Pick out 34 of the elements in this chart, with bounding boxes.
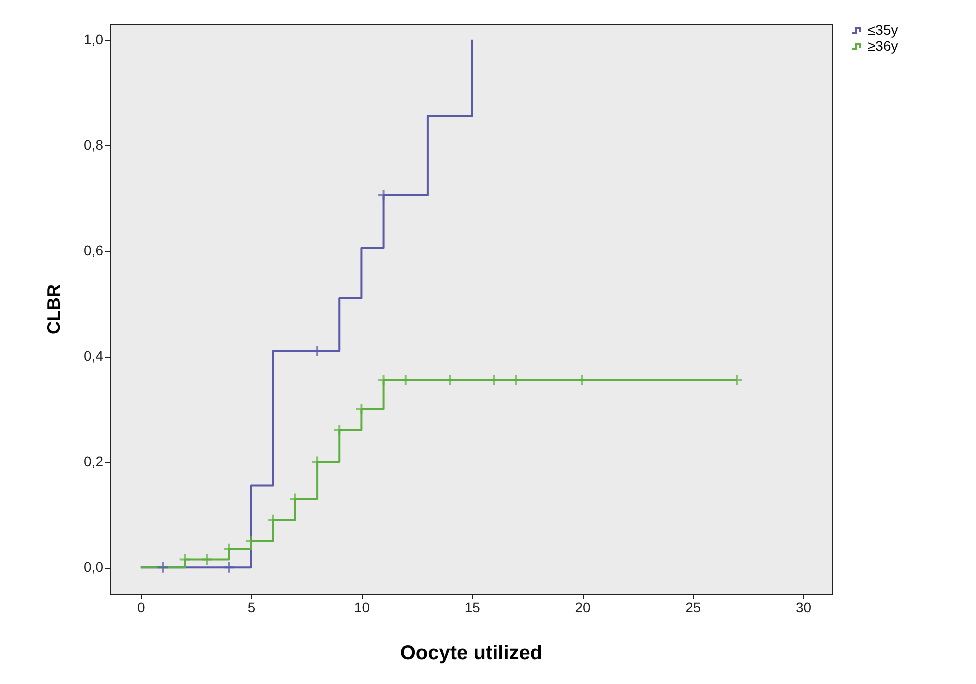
point (245, 534, 258, 548)
x-tick-label: 5 (248, 600, 256, 616)
point (333, 424, 346, 437)
point (178, 553, 192, 566)
y-tick-label: 0,2 (84, 454, 104, 470)
point (222, 561, 236, 574)
x-tick-label: 0 (138, 600, 146, 616)
point (730, 374, 744, 386)
y-tick-label: 1,0 (84, 31, 104, 48)
point (267, 514, 280, 526)
x-tick-label: 15 (464, 600, 481, 616)
y-tick-label: 0,6 (84, 242, 104, 258)
point (355, 403, 368, 416)
point (200, 553, 214, 566)
x-tick-label: 30 (796, 600, 812, 616)
point (488, 374, 500, 386)
y-axis-title: CLBR (44, 284, 64, 334)
point (222, 542, 236, 556)
point (311, 344, 324, 358)
legend-label: ≤35y (868, 22, 898, 38)
legend-label: ≥36y (868, 38, 898, 54)
point (444, 374, 456, 386)
point (510, 374, 523, 386)
point (576, 374, 589, 386)
x-tick-label: 20 (575, 600, 591, 616)
point (378, 374, 390, 386)
x-tick-label: 25 (686, 600, 702, 616)
y-tick-label: 0,4 (84, 348, 104, 364)
x-axis-title: Oocyte utilized (400, 642, 543, 664)
point (400, 374, 412, 386)
point (156, 561, 170, 574)
y-tick-label: 0,0 (84, 559, 104, 576)
y-tick-label: 0,8 (84, 136, 104, 153)
x-tick-label: 10 (354, 600, 370, 616)
